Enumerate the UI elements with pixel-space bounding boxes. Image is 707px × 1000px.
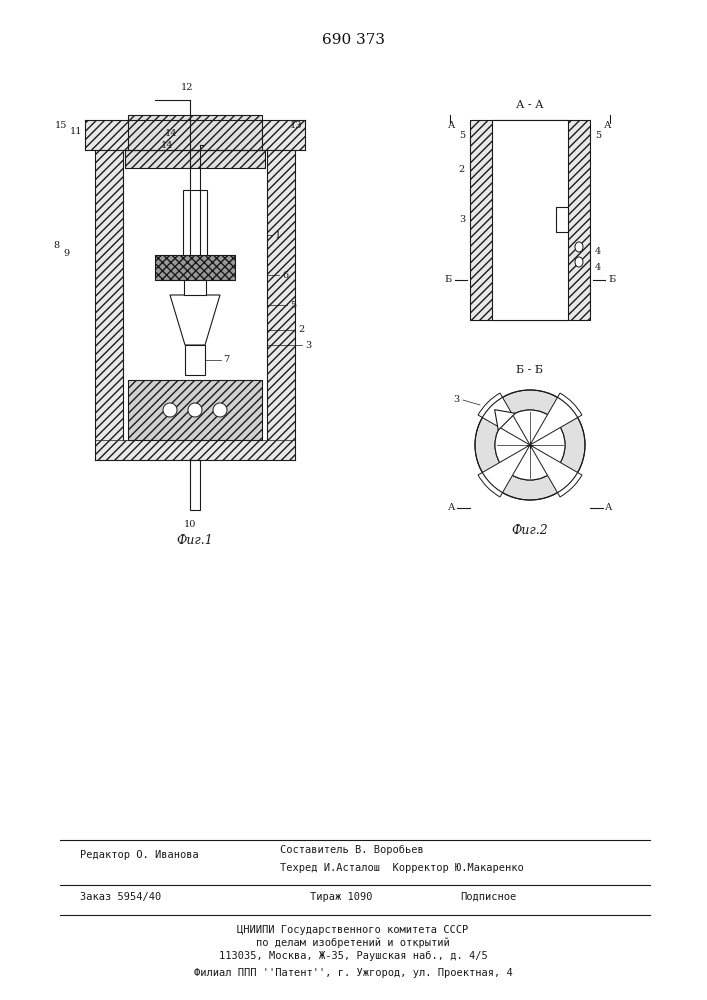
Text: 690 373: 690 373	[322, 33, 385, 47]
Text: 9: 9	[64, 248, 70, 257]
Bar	[85, 120, 305, 150]
Text: по делам изобретений и открытий: по делам изобретений и открытий	[256, 938, 450, 948]
Text: 2: 2	[298, 326, 304, 334]
Text: ЦНИИПИ Государственного комитета СССР: ЦНИИПИ Государственного комитета СССР	[238, 925, 469, 935]
Text: Подписное: Подписное	[460, 892, 516, 902]
Text: 5: 5	[290, 300, 296, 310]
Bar	[184, 275, 206, 295]
Text: 8: 8	[54, 240, 60, 249]
Bar	[267, 120, 295, 460]
Bar	[470, 120, 492, 320]
Text: 4: 4	[595, 247, 601, 256]
Text: Б - Б: Б - Б	[517, 365, 544, 375]
Text: 2: 2	[459, 165, 465, 174]
Bar	[128, 115, 262, 150]
Bar	[95, 120, 123, 460]
Bar	[155, 255, 235, 280]
Text: Составитель В. Воробьев: Составитель В. Воробьев	[280, 845, 423, 855]
Text: 7: 7	[223, 356, 229, 364]
Wedge shape	[530, 445, 582, 497]
Text: Б: Б	[445, 275, 452, 284]
Wedge shape	[530, 393, 582, 445]
Wedge shape	[478, 445, 530, 497]
Circle shape	[495, 410, 565, 480]
Bar	[128, 380, 262, 440]
Text: 3: 3	[459, 216, 465, 225]
Text: 10: 10	[184, 520, 196, 529]
Text: 3: 3	[305, 340, 311, 350]
Text: Фиг.2: Фиг.2	[512, 524, 549, 536]
Text: 5: 5	[595, 130, 601, 139]
Text: 3: 3	[454, 395, 460, 404]
Ellipse shape	[575, 242, 583, 252]
Text: А: А	[604, 120, 612, 129]
Bar	[185, 345, 205, 375]
Text: 14: 14	[165, 128, 177, 137]
Text: А: А	[605, 504, 612, 512]
Bar	[125, 150, 265, 168]
Bar	[123, 150, 267, 440]
Bar	[95, 440, 295, 460]
Bar	[190, 460, 200, 510]
Bar	[128, 115, 262, 150]
Text: А - А: А - А	[516, 100, 544, 110]
Polygon shape	[495, 410, 515, 430]
Text: 113035, Москва, Ж-35, Раушская наб., д. 4/5: 113035, Москва, Ж-35, Раушская наб., д. …	[218, 951, 487, 961]
Text: А: А	[448, 504, 455, 512]
Text: А: А	[448, 120, 456, 129]
Bar	[492, 120, 568, 320]
Text: 14: 14	[160, 140, 173, 149]
Bar	[128, 380, 262, 440]
Text: 11: 11	[69, 127, 82, 136]
Text: Б: Б	[608, 275, 615, 284]
Text: Редактор О. Иванова: Редактор О. Иванова	[80, 850, 199, 860]
Circle shape	[213, 403, 227, 417]
Circle shape	[188, 403, 202, 417]
Wedge shape	[478, 393, 530, 445]
Text: 12: 12	[181, 83, 193, 92]
Text: 15: 15	[54, 120, 67, 129]
Text: Филиал ППП ''Патент'', г. Ужгород, ул. Проектная, 4: Филиал ППП ''Патент'', г. Ужгород, ул. П…	[194, 968, 513, 978]
Bar	[470, 120, 590, 320]
Text: Фиг.1: Фиг.1	[177, 534, 214, 546]
Text: Техред И.Асталош  Корректор Ю.Макаренко: Техред И.Асталош Корректор Ю.Макаренко	[280, 863, 524, 873]
Text: 5: 5	[459, 130, 465, 139]
Polygon shape	[170, 295, 220, 345]
Text: 13: 13	[290, 120, 303, 129]
Text: 6: 6	[282, 270, 288, 279]
Bar	[556, 207, 568, 232]
Bar	[183, 190, 207, 255]
Ellipse shape	[575, 257, 583, 267]
Text: Заказ 5954/40: Заказ 5954/40	[80, 892, 161, 902]
Text: Тираж 1090: Тираж 1090	[310, 892, 373, 902]
Bar	[125, 150, 265, 168]
Text: 1: 1	[275, 231, 281, 239]
Text: 4: 4	[595, 262, 601, 271]
Bar	[568, 120, 590, 320]
Bar	[155, 255, 235, 280]
Wedge shape	[475, 390, 585, 500]
Circle shape	[163, 403, 177, 417]
